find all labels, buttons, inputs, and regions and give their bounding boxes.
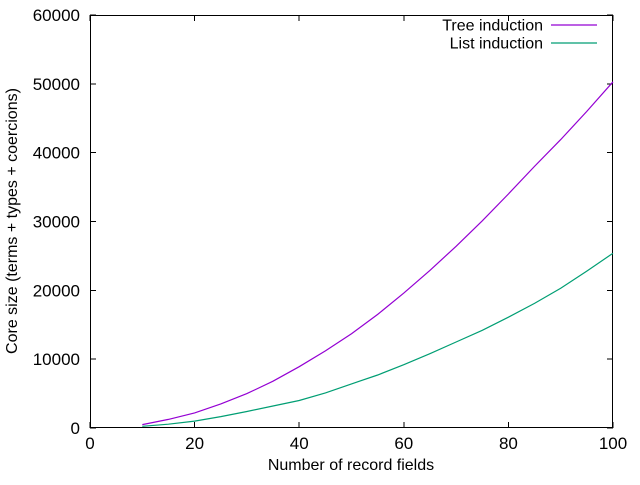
y-tick-label: 60000 — [33, 6, 80, 25]
y-axis-label: Core size (terms + types + coercions) — [4, 88, 21, 354]
y-tick-label: 10000 — [33, 350, 80, 369]
x-tick-label: 0 — [85, 434, 94, 453]
x-axis-label: Number of record fields — [268, 457, 434, 474]
series-lines — [142, 81, 614, 427]
legend-label: List induction — [450, 36, 543, 53]
series-line-tree-induction — [142, 81, 614, 426]
x-tick-label: 100 — [599, 434, 627, 453]
y-tick-label: 50000 — [33, 75, 80, 94]
x-tick-label: 20 — [185, 434, 204, 453]
legend-label: Tree induction — [442, 18, 543, 35]
y-tick-label: 40000 — [33, 144, 80, 163]
y-tick-label: 30000 — [33, 213, 80, 232]
x-tick-label: 40 — [290, 434, 309, 453]
y-tick-label: 0 — [71, 419, 80, 438]
axis-ticks: 0 20 40 60 80 100 0 10000 20000 30000 40000 50000 60… — [33, 6, 627, 453]
x-tick-label: 60 — [394, 434, 413, 453]
y-tick-label: 20000 — [33, 281, 80, 300]
series-line-list-induction — [142, 252, 614, 427]
x-tick-label: 80 — [499, 434, 518, 453]
